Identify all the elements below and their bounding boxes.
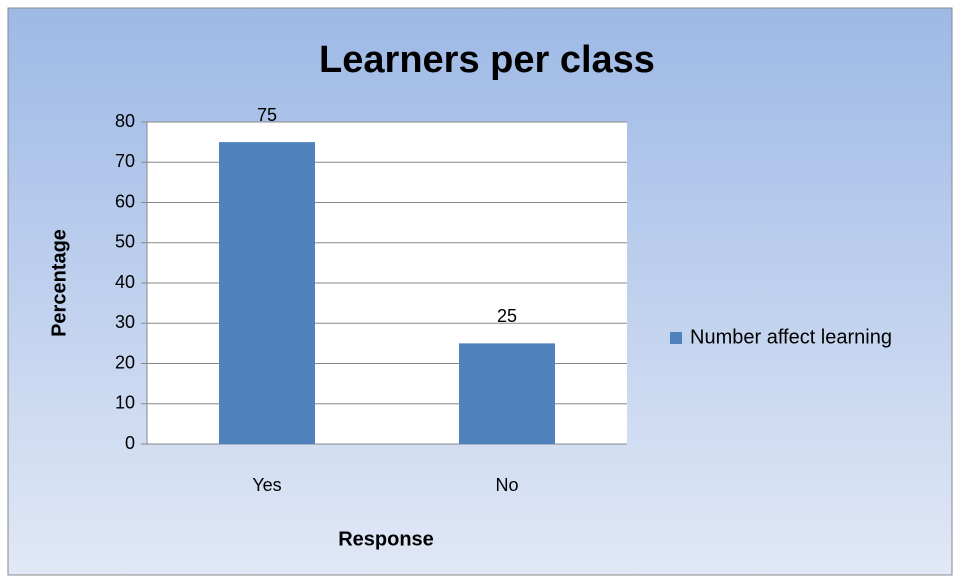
- legend-label: Number affect learning: [690, 326, 892, 348]
- chart-title: Learners per class: [319, 39, 655, 81]
- x-axis-label: Response: [338, 528, 434, 550]
- y-tick-label: 80: [115, 111, 135, 131]
- data-label: 25: [497, 306, 517, 326]
- y-tick-label: 10: [115, 393, 135, 413]
- y-tick-label: 20: [115, 352, 135, 372]
- y-tick-label: 30: [115, 312, 135, 332]
- x-tick-label: No: [495, 475, 518, 495]
- bar: [459, 343, 555, 444]
- x-tick-label: Yes: [252, 475, 281, 495]
- data-label: 75: [257, 105, 277, 125]
- y-tick-label: 0: [125, 433, 135, 453]
- y-axis-label: Percentage: [48, 229, 70, 337]
- y-tick-label: 50: [115, 232, 135, 252]
- legend-swatch: [670, 332, 682, 344]
- y-tick-label: 70: [115, 151, 135, 171]
- y-tick-label: 60: [115, 191, 135, 211]
- bar: [219, 142, 315, 444]
- y-tick-label: 40: [115, 272, 135, 292]
